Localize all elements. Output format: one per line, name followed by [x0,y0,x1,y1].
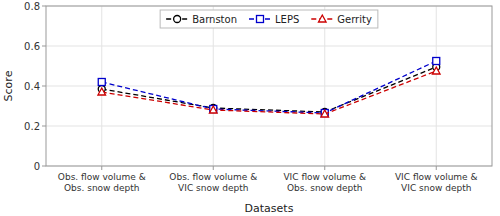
series [98,58,440,117]
legend-label: Barnston [192,14,237,25]
x-tick-label-line: VIC flow volume & [395,172,478,182]
axes: 00.20.40.60.8Obs. flow volume &Obs. snow… [24,1,477,194]
legend-marker [257,16,264,23]
y-tick [42,126,46,127]
legend-marker [318,15,326,22]
x-tick-label: VIC flow volume &Obs. snow depth [283,172,366,193]
grid [46,6,492,166]
y-grid-line [46,126,492,127]
x-tick [101,166,102,170]
y-tick-label: 0.4 [24,81,40,92]
legend-item: LEPS [249,14,299,25]
y-tick-label: 0.6 [24,41,40,52]
x-tick-label-line: VIC snow depth [178,183,248,193]
series-group [98,58,440,118]
point [432,67,440,74]
point [433,58,440,65]
y-tick-label: 0.8 [24,1,40,12]
series-line [102,61,437,113]
x-grid-line [324,6,325,166]
legend-item: Gerrity [311,14,372,25]
legend-box [160,10,378,28]
x-tick [436,166,437,170]
y-tick-label: 0.2 [24,121,40,132]
x-tick-label-line: Obs. snow depth [287,183,363,193]
x-tick [213,166,214,170]
y-tick [42,6,46,7]
y-grid-line [46,86,492,87]
legend-marker [174,16,181,23]
legend-label: LEPS [275,14,299,25]
y-tick [42,46,46,47]
x-tick-label-line: VIC flow volume & [283,172,366,182]
point [98,88,106,95]
series-line [102,67,437,112]
x-tick-label: Obs. flow volume &VIC snow depth [169,172,257,193]
legend-label: Gerrity [337,14,372,25]
x-tick-label: Obs. flow volume &Obs. snow depth [58,172,146,193]
x-tick [324,166,325,170]
series [98,67,440,117]
point [209,106,217,113]
x-tick-label-line: VIC snow depth [401,183,471,193]
y-axis-label: Score [2,70,15,101]
x-tick-label-line: Obs. flow volume & [58,172,146,182]
x-tick-label: VIC flow volume &VIC snow depth [395,172,478,193]
legend-item: Barnston [166,14,237,25]
y-tick [42,86,46,87]
x-tick-label-line: Obs. snow depth [64,183,140,193]
y-tick [42,166,46,167]
x-axis-label: Datasets [245,202,294,215]
chart: 00.20.40.60.8Obs. flow volume &Obs. snow… [0,0,500,216]
point [210,106,217,113]
series-line [102,71,437,114]
plot-frame [46,6,492,166]
point [321,110,329,117]
series [98,64,440,116]
x-tick-label-line: Obs. flow volume & [169,172,257,182]
x-grid-line [436,6,437,166]
y-tick-label: 0 [34,161,40,172]
x-grid-line [213,6,214,166]
legend: Barnston LEPS Gerrity [160,10,378,28]
point [98,79,105,86]
y-grid-line [46,46,492,47]
